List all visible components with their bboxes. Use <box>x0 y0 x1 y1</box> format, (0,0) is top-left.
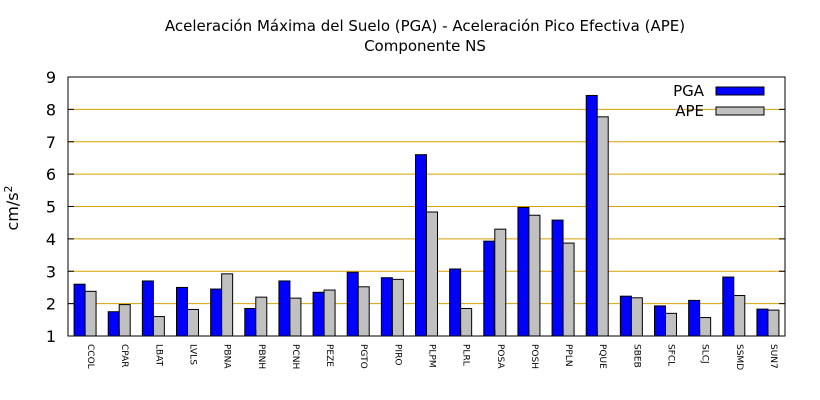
x-axis: CCOL CPAR LBAT LVLS PBNA PBNH PCNH PEZE PGTO PIRO… <box>84 330 778 370</box>
y-tick-label: 7 <box>46 133 56 152</box>
x-tick-label: SSMD <box>734 344 744 370</box>
x-tick-label: SBEB <box>631 344 641 368</box>
x-tick-label: PEZE <box>324 344 334 367</box>
x-tick-label: CPAR <box>119 344 129 368</box>
y-tick-label: 8 <box>46 100 56 119</box>
bar-pga-sbeb <box>619 295 632 337</box>
x-tick-label: PCNH <box>290 344 300 369</box>
bar-ape-pbna <box>221 273 234 337</box>
bar-ape-sbeb <box>630 297 643 337</box>
bar-pga-peze <box>312 291 325 337</box>
bar-pga-cpar <box>107 311 120 337</box>
bar-pga-pbna <box>210 288 223 337</box>
bar-ape-lbat <box>152 316 165 337</box>
bar-pga-piro <box>380 277 393 337</box>
bar-pga-pcnh <box>278 280 291 337</box>
bar-pga-plpm <box>415 154 427 337</box>
x-tick-label: SUN7 <box>768 344 778 369</box>
x-tick-label: POSA <box>495 344 505 369</box>
legend: PGA APE <box>673 82 765 120</box>
x-tick-label: PLPM <box>427 344 437 368</box>
y-tick-label: 2 <box>46 295 56 314</box>
bar-ape-peze <box>323 289 336 337</box>
bar-pga-sun7 <box>756 308 769 337</box>
bar-ape-pcnh <box>289 297 302 337</box>
x-tick-label: PGTO <box>358 344 368 369</box>
bar-pga-slcj <box>688 299 701 337</box>
bar-pga-pgto <box>346 271 359 337</box>
bar-pga-pbnh <box>244 307 257 337</box>
bar-ape-pque <box>596 116 609 337</box>
y-tick-label: 6 <box>46 165 56 184</box>
x-tick-label: PBNA <box>222 344 232 369</box>
legend-swatch-ape <box>715 106 765 116</box>
bar-pga-posh <box>517 206 530 337</box>
chart-title: Aceleración Máxima del Suelo (PGA) - Ace… <box>165 17 685 35</box>
legend-label-pga: PGA <box>673 82 705 100</box>
x-tick-label: SFCL <box>666 344 676 366</box>
bar-ape-pgto <box>357 286 370 337</box>
x-tick-label: PLRL <box>461 344 471 366</box>
x-tick-label: CCOL <box>85 344 95 369</box>
bars <box>73 94 780 337</box>
legend-swatch-pga <box>715 86 765 96</box>
bar-ape-lvls <box>187 308 199 337</box>
y-axis-label-unit: cm/s <box>3 192 22 230</box>
x-tick-label: PQUE <box>597 344 607 369</box>
bar-ape-piro <box>391 278 404 337</box>
y-tick-label: 1 <box>46 327 56 346</box>
bar-ape-plrl <box>460 307 473 337</box>
x-tick-label: LVLS <box>188 344 198 365</box>
x-tick-label: PIRO <box>392 344 402 365</box>
bar-ape-ppln <box>562 242 575 337</box>
bar-ape-pbnh <box>255 296 268 337</box>
y-tick-label: 4 <box>46 230 56 249</box>
bar-ape-plpm <box>426 211 438 337</box>
y-axis: 1 2 3 4 5 6 7 8 9 <box>46 68 785 346</box>
x-tick-label: PBNH <box>256 344 266 369</box>
y-axis-label: cm/s2 <box>2 185 22 230</box>
bar-pga-ssmd <box>722 276 735 337</box>
x-tick-label: LBAT <box>153 344 163 367</box>
y-axis-label-exponent: 2 <box>2 185 15 192</box>
bar-ape-sfcl <box>665 312 677 337</box>
x-tick-label: SLCJ <box>700 344 710 364</box>
bar-pga-posa <box>483 240 496 337</box>
bar-pga-lbat <box>141 280 154 337</box>
legend-label-ape: APE <box>675 102 704 120</box>
bar-pga-ppln <box>551 219 564 337</box>
y-tick-label: 3 <box>46 262 56 281</box>
chart-subtitle: Componente NS <box>364 37 486 55</box>
bar-ape-ccol <box>84 290 97 337</box>
bar-pga-ccol <box>73 283 86 337</box>
x-tick-label: POSH <box>529 344 539 369</box>
bar-pga-pque <box>585 94 598 337</box>
bar-ape-slcj <box>699 317 712 337</box>
bar-ape-cpar <box>118 304 131 337</box>
bar-pga-sfcl <box>654 305 666 337</box>
bar-pga-plrl <box>449 268 462 337</box>
x-tick-label: PPLN <box>563 344 573 367</box>
bar-ape-ssmd <box>733 295 746 337</box>
bar-ape-posh <box>528 214 541 337</box>
y-tick-label: 9 <box>46 68 56 87</box>
bar-ape-sun7 <box>767 309 780 337</box>
bar-ape-posa <box>494 228 507 337</box>
bar-pga-lvls <box>176 286 188 337</box>
y-tick-label: 5 <box>46 198 56 217</box>
